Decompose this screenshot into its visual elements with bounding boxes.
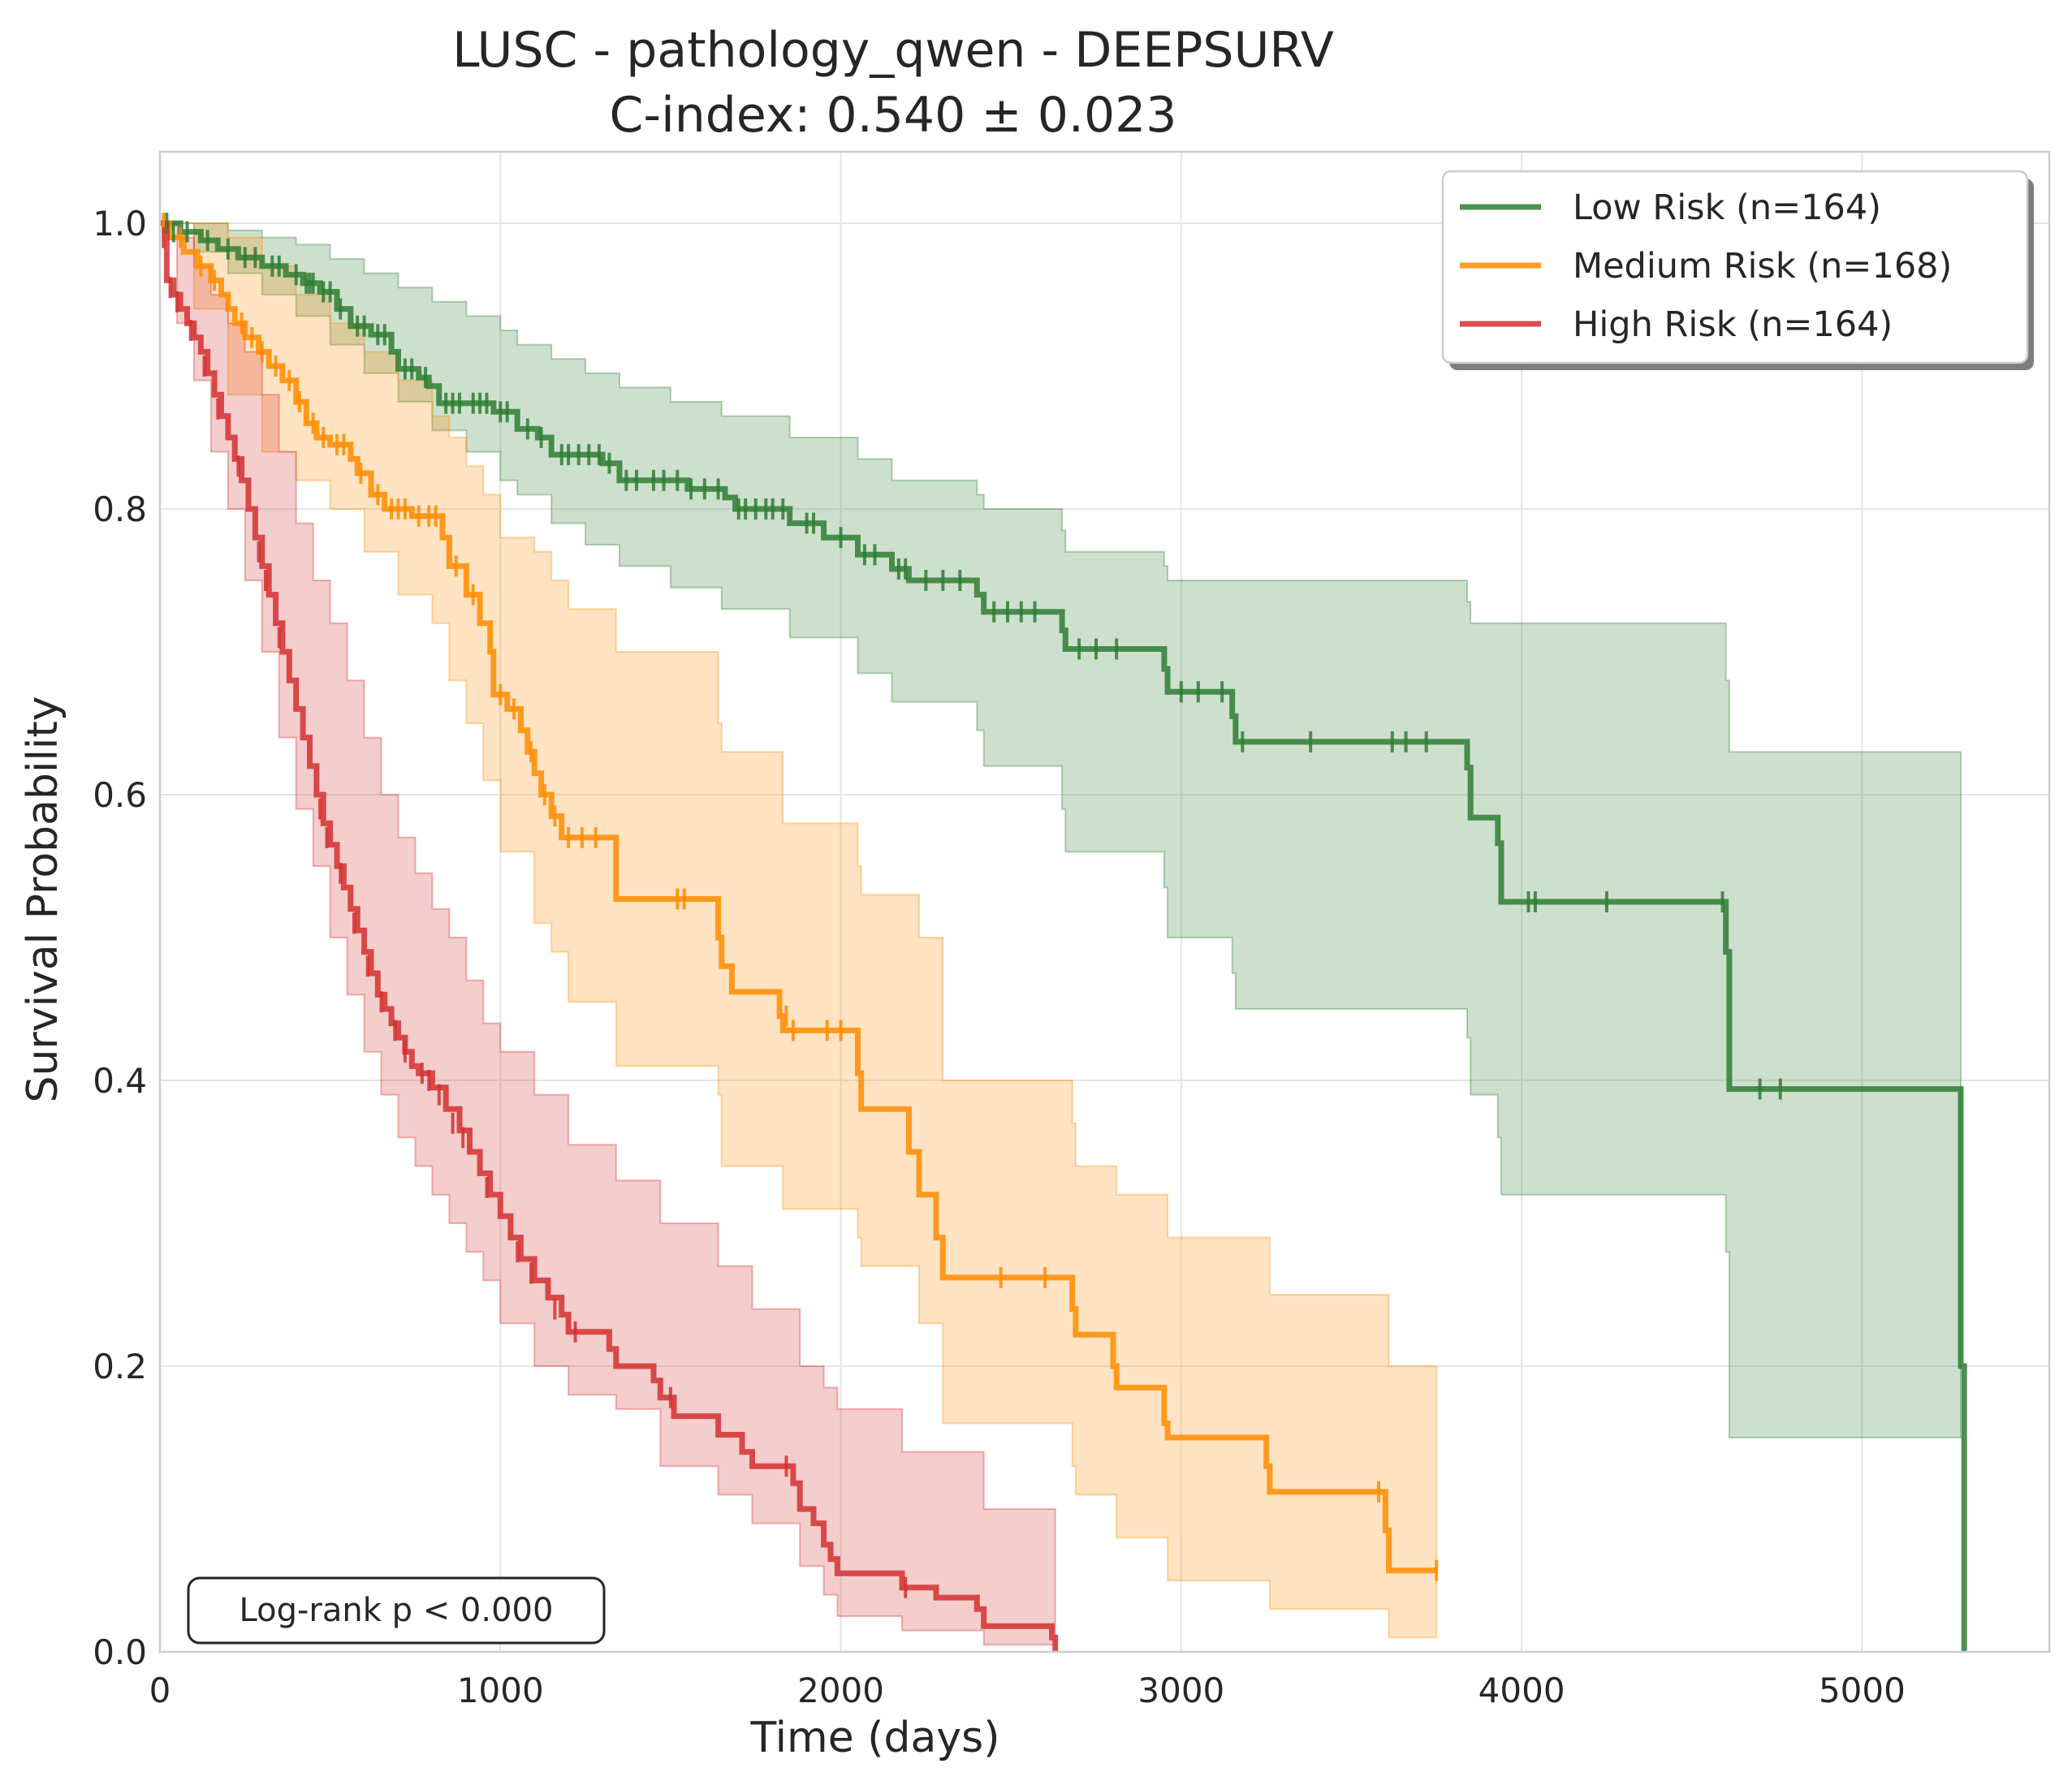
plot-area — [158, 150, 2051, 1653]
logrank-text: Log-rank p < 0.000 — [240, 1592, 554, 1629]
survival-curves — [160, 220, 1967, 1652]
censor-marks — [162, 213, 1782, 1598]
x-tick-label: 0 — [149, 1671, 171, 1710]
legend-items: Low Risk (n=164) Medium Risk (n=168) High … — [1460, 188, 1952, 345]
high-risk-survival-curve — [160, 220, 1059, 1652]
legend: Low Risk (n=164) Medium Risk (n=168) High … — [1441, 170, 2034, 370]
y-axis-ticks: 0.0 0.2 0.4 0.6 0.8 1.0 — [93, 204, 147, 1672]
x-tick-label: 1000 — [457, 1671, 544, 1710]
low-risk-confidence-band — [160, 222, 1962, 1438]
chart-subtitle: C-index: 0.540 ± 0.023 — [610, 87, 1177, 144]
y-tick-label: 0.2 — [93, 1347, 147, 1386]
high-risk-legend-label: High Risk (n=164) — [1573, 304, 1893, 345]
logrank-annotation: Log-rank p < 0.000 — [187, 1576, 606, 1645]
x-tick-label: 2000 — [797, 1671, 884, 1710]
y-axis-label: Survival Probability — [19, 696, 67, 1102]
x-tick-label: 3000 — [1137, 1671, 1224, 1710]
x-tick-label: 4000 — [1478, 1671, 1565, 1710]
medium-risk-confidence-band — [160, 222, 1438, 1639]
y-tick-label: 0.8 — [93, 489, 147, 529]
y-tick-label: 0.4 — [93, 1061, 147, 1101]
plot-border — [158, 150, 2051, 1653]
high-risk-confidence-band — [160, 222, 1056, 1652]
y-tick-label: 0.6 — [93, 775, 147, 815]
low-risk-legend-label: Low Risk (n=164) — [1573, 188, 1881, 228]
y-tick-label: 1.0 — [93, 204, 147, 244]
medium-risk-legend-label: Medium Risk (n=168) — [1573, 246, 1952, 287]
annotation-box — [187, 1576, 606, 1645]
medium-risk-survival-curve — [160, 220, 1437, 1574]
y-tick-label: 0.0 — [93, 1632, 147, 1672]
legend-box — [1441, 170, 2029, 364]
chart-title: LUSC - pathology_qwen - DEEPSURV — [452, 22, 1334, 79]
x-axis-ticks: 0 1000 2000 3000 4000 5000 — [149, 1671, 1906, 1710]
confidence-bands — [160, 222, 1962, 1652]
x-axis-label: Time (days) — [749, 1714, 999, 1762]
low-risk-survival-curve — [160, 220, 1967, 1652]
x-tick-label: 5000 — [1819, 1671, 1906, 1710]
